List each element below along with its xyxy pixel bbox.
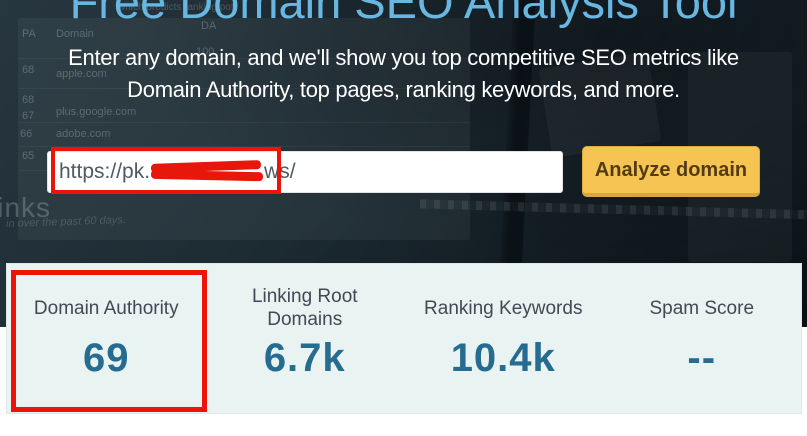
metric-value: 69 bbox=[83, 336, 130, 380]
hero-section: PA Domain DA 100 68 apple.com 68 67 plus… bbox=[0, 0, 807, 327]
page-subtitle: Enter any domain, and we'll show you top… bbox=[0, 42, 807, 106]
metric-label: Ranking Keywords bbox=[424, 297, 583, 319]
metric-linking-root-domains: Linking Root Domains 6.7k bbox=[206, 264, 405, 413]
bg-row-domain: plus.google.com bbox=[56, 106, 137, 118]
bg-row-pa: 67 bbox=[22, 110, 35, 122]
metric-value: 10.4k bbox=[450, 336, 556, 380]
metric-value: -- bbox=[687, 336, 717, 380]
metric-ranking-keywords: Ranking Keywords 10.4k bbox=[404, 264, 603, 413]
bg-row-pa: 65 bbox=[22, 150, 35, 162]
bg-links-label: links bbox=[0, 192, 52, 223]
analyze-domain-button[interactable]: Analyze domain bbox=[582, 146, 760, 197]
metric-label: Domain Authority bbox=[33, 297, 179, 319]
metric-label: Linking Root Domains bbox=[251, 286, 358, 330]
metric-domain-authority: Domain Authority 69 bbox=[7, 264, 206, 413]
bg-tooltip-fragment: which predicts ranking pot bbox=[118, 2, 234, 13]
bg-row-pa: 68 bbox=[22, 64, 35, 76]
metric-spam-score: Spam Score -- bbox=[603, 264, 802, 413]
bg-col-domain: Domain bbox=[56, 28, 94, 40]
redaction-scribble bbox=[150, 160, 264, 182]
url-prefix: https://pk. bbox=[59, 160, 151, 183]
metric-value: 6.7k bbox=[263, 336, 346, 380]
subtitle-line-2: Domain Authority, top pages, ranking key… bbox=[127, 77, 680, 102]
bg-da-value: 100 bbox=[196, 46, 215, 58]
domain-url-input[interactable]: https://pk. ws/ bbox=[47, 151, 563, 193]
bg-col-da: DA bbox=[201, 20, 217, 32]
bg-row-domain: apple.com bbox=[56, 68, 107, 80]
metric-label: Spam Score bbox=[649, 297, 755, 319]
bg-col-pa: PA bbox=[22, 28, 36, 40]
bg-row-pa: 68 bbox=[22, 94, 35, 106]
metrics-panel: Domain Authority 69 Linking Root Domains… bbox=[6, 263, 802, 414]
subtitle-line-1: Enter any domain, and we'll show you top… bbox=[68, 45, 739, 70]
url-suffix: ws/ bbox=[264, 160, 296, 183]
bg-row-domain: adobe.com bbox=[56, 128, 111, 140]
page-title: Free Domain SEO Analysis Tool bbox=[69, 0, 738, 28]
bg-row-pa: 66 bbox=[20, 128, 33, 140]
background-stats-table: PA Domain DA 100 68 apple.com 68 67 plus… bbox=[18, 18, 470, 240]
